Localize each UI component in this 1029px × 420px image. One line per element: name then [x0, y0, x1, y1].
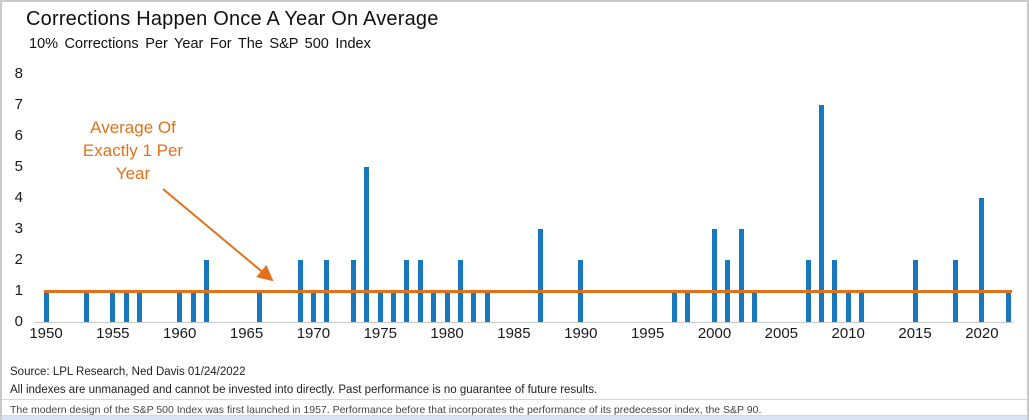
y-axis-tick-label-4: 4 — [14, 189, 23, 206]
bar-2022 — [1006, 291, 1012, 322]
bar-2020 — [979, 198, 985, 322]
bar-2003 — [752, 291, 758, 322]
x-axis-tick-label-2005: 2005 — [764, 325, 799, 342]
footer-divider-top — [2, 399, 1027, 400]
bar-1997 — [671, 291, 677, 322]
x-axis-tick-label-2000: 2000 — [697, 325, 732, 342]
bar-1953 — [83, 291, 89, 322]
source-text: Source: LPL Research, Ned Davis 01/24/20… — [10, 366, 246, 378]
annotation-line-3: Year — [115, 164, 151, 183]
bar-1998 — [685, 291, 691, 322]
x-axis-tick-label-1965: 1965 — [229, 325, 264, 342]
bar-2002 — [738, 229, 744, 322]
x-axis-tick-label-1975: 1975 — [363, 325, 397, 342]
bar-1960 — [177, 291, 183, 322]
y-axis-tick-label-5: 5 — [14, 158, 23, 175]
x-axis-tick-label-1995: 1995 — [630, 325, 665, 342]
bar-1982 — [471, 291, 477, 322]
chart-subtitle: 10% Corrections Per Year For The S&P 500… — [29, 36, 371, 52]
annotation-line-1: Average Of — [90, 118, 176, 137]
bar-1980 — [444, 291, 450, 322]
bar-1979 — [431, 291, 437, 322]
footer-accent-strip — [2, 416, 1027, 420]
bar-1961 — [190, 291, 196, 322]
x-axis-tick-label-1950: 1950 — [29, 325, 63, 342]
bar-1970 — [310, 291, 316, 322]
disclaimer-text-1: All indexes are unmanaged and cannot be … — [10, 384, 598, 396]
bar-2008 — [818, 105, 824, 322]
x-axis-tick-label-2010: 2010 — [831, 325, 865, 342]
x-axis-baseline — [34, 322, 1014, 323]
y-axis-tick-label-0: 0 — [14, 313, 23, 330]
x-axis-tick-label-1985: 1985 — [497, 325, 531, 342]
x-axis-tick-label-2015: 2015 — [898, 325, 932, 342]
bar-1983 — [484, 291, 490, 322]
x-axis-tick-label-1955: 1955 — [96, 325, 130, 342]
bar-1955 — [110, 291, 116, 322]
y-axis-tick-label-3: 3 — [14, 220, 23, 237]
average-line — [44, 290, 1012, 293]
bar-2011 — [859, 291, 865, 322]
annotation-line-2: Exactly 1 Per — [82, 141, 184, 160]
bar-1956 — [123, 291, 129, 322]
disclaimer-text-2: The modern design of the S&P 500 Index w… — [10, 404, 762, 416]
bar-1975 — [377, 291, 383, 322]
footer-divider-bottom — [2, 415, 1027, 416]
bar-1966 — [257, 291, 263, 322]
bar-2000 — [712, 229, 717, 322]
y-axis-tick-label-2: 2 — [14, 251, 23, 268]
y-axis-tick-label-8: 8 — [14, 65, 23, 82]
x-axis-tick-label-1960: 1960 — [163, 325, 197, 342]
bar-1950 — [43, 291, 49, 322]
bar-1974 — [364, 167, 370, 322]
chart-title: Corrections Happen Once A Year On Averag… — [26, 8, 439, 30]
y-axis-tick-label-1: 1 — [14, 282, 23, 299]
x-axis-tick-label-1990: 1990 — [564, 325, 598, 342]
bar-2010 — [845, 291, 851, 322]
bar-1957 — [137, 291, 143, 322]
x-axis-tick-label-1970: 1970 — [296, 325, 331, 342]
bar-1976 — [391, 291, 397, 322]
y-axis-tick-label-6: 6 — [14, 127, 23, 144]
bar-1987 — [538, 229, 544, 322]
x-axis-tick-label-2020: 2020 — [965, 325, 999, 342]
x-axis-tick-label-1980: 1980 — [430, 325, 464, 342]
average-annotation: Average Of Exactly 1 Per Year — [53, 116, 213, 185]
y-axis-tick-label-7: 7 — [14, 96, 23, 113]
